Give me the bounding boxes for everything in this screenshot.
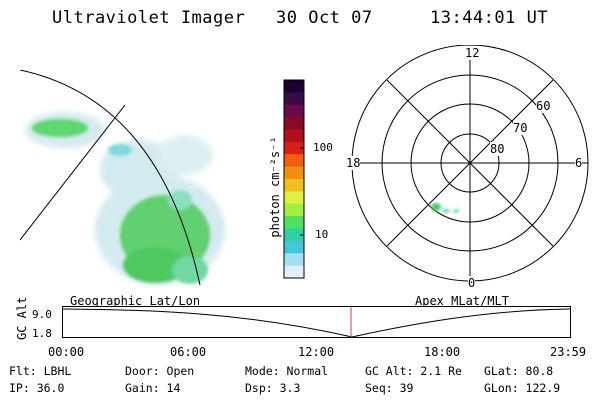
colorbar-stripe [284, 166, 304, 180]
diag-line-2 [386, 79, 554, 247]
mlt-label-12: 12 [465, 46, 480, 60]
timeline-xtick-0600: 06:00 [170, 345, 207, 359]
polar-aurora [431, 203, 459, 213]
seq-status: Seq: 39 [365, 381, 414, 395]
colorbar-stripe [284, 179, 304, 192]
colorbar-stripe [284, 117, 304, 130]
colorbar-stripe [284, 203, 304, 217]
colorbar-stripe [284, 216, 304, 229]
mlat-label-70: 70 [513, 121, 528, 135]
mlat-label-60: 60 [536, 99, 551, 113]
timeline-left-title: Geographic Lat/Lon [70, 294, 201, 308]
door-status: Door: Open [125, 364, 195, 378]
mlt-label-18: 18 [346, 156, 361, 170]
colorbar-tick-100: 100 [313, 141, 333, 154]
time-label: 13:44:01 UT [430, 8, 549, 28]
timeline-frame [62, 306, 571, 338]
altitude-curve [62, 308, 571, 338]
geographic-image [20, 70, 225, 286]
colorbar-stripe [284, 141, 304, 155]
colorbar-stripe [284, 228, 304, 242]
mlt-label-6: 6 [575, 156, 583, 170]
colorbar-stripe [284, 154, 304, 168]
timeline-xtick-1800: 18:00 [424, 345, 461, 359]
colorbar-stripe [284, 80, 304, 93]
colorbar-unit-label: photon cm⁻²s⁻¹ [268, 136, 282, 238]
timeline-ytick-high: 9.0 [32, 308, 52, 321]
instrument-title: Ultraviolet Imager [52, 8, 246, 28]
gc-alt-status: GC Alt: 2.1 Re [365, 364, 462, 378]
colorbar-tick-10: 10 [315, 228, 329, 241]
dsp-status: Dsp: 3.3 [245, 381, 301, 395]
polar-plot [351, 45, 589, 282]
glon-status: GLon: 122.9 [484, 381, 561, 395]
filter-status: Flt: LBHL [9, 364, 72, 378]
timeline-ytick-low: 1.8 [32, 327, 52, 340]
colorbar [283, 79, 305, 279]
colorbar-stripe [284, 240, 304, 254]
ip-status: IP: 36.0 [9, 381, 65, 395]
glat-status: GLat: 80.8 [484, 364, 554, 378]
mode-status: Mode: Normal [245, 364, 329, 378]
colorbar-stripe [284, 92, 304, 106]
colorbar-stripe [284, 191, 304, 205]
timeline-xtick-2359: 23:59 [550, 345, 587, 359]
date-label: 30 Oct 07 [276, 8, 373, 28]
aurora-bright [32, 119, 210, 284]
timeline-axis-label: GC Alt [15, 296, 29, 340]
longitude-arc [20, 70, 201, 286]
colorbar-stripe [284, 104, 304, 118]
gain-status: Gain: 14 [125, 381, 181, 395]
colorbar-gradient [284, 80, 304, 279]
colorbar-stripe [284, 129, 304, 143]
timeline-xtick-1200: 12:00 [298, 345, 335, 359]
mlat-label-80: 80 [490, 142, 505, 156]
timeline-right-title: Apex MLat/MLT [415, 294, 509, 308]
colorbar-stripe [284, 265, 304, 279]
timeline-xtick-0000: 00:00 [48, 345, 85, 359]
colorbar-stripe [284, 253, 304, 267]
meridian-line [20, 104, 126, 241]
altitude-timeline[interactable] [62, 306, 576, 340]
mlt-label-0: 0 [468, 276, 476, 290]
